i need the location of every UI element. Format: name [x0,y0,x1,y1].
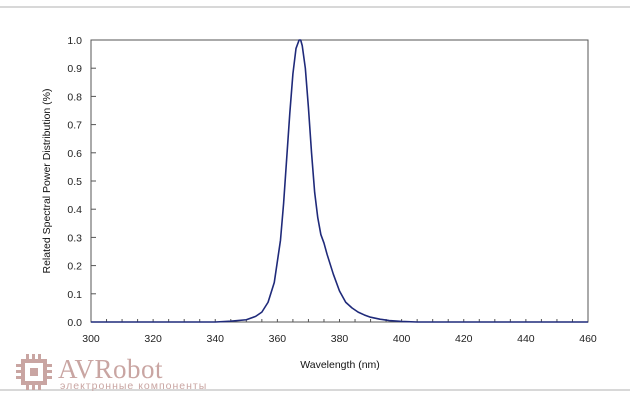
y-tick-label: 0.0 [67,317,82,329]
tick-labels-layer: 0.0 0.1 0.2 0.3 0.4 0.5 0.6 0.7 0.8 0.9 1.0 300 320 3… [67,35,597,345]
y-tick-label: 0.3 [67,232,82,244]
x-tick-label: 360 [269,333,287,345]
y-tick-label: 0.9 [67,63,82,75]
y-tick-label: 0.8 [67,91,82,103]
chip-icon [16,354,52,390]
series-line [91,39,588,323]
x-tick-label: 440 [517,333,535,345]
ticks-layer [90,39,589,323]
x-tick-label: 380 [331,333,349,345]
x-tick-label: 300 [82,333,100,345]
x-tick-label: 320 [144,333,162,345]
watermark-tagline: электронные компоненты [60,380,208,392]
x-tick-label: 460 [579,333,597,345]
x-axis-title: Wavelength (nm) [300,359,380,371]
x-tick-label: 340 [206,333,224,345]
y-tick-label: 1.0 [67,35,82,47]
x-tick-label: 400 [393,333,411,345]
y-tick-label: 0.5 [67,176,82,188]
x-tick-label: 420 [455,333,473,345]
y-tick-label: 0.2 [67,261,82,273]
watermark-brand: AVRobot [58,354,164,384]
y-tick-label: 0.7 [67,120,82,132]
y-tick-label: 0.4 [67,204,82,216]
y-tick-label: 0.6 [67,148,82,160]
plot-area [90,39,589,323]
y-axis-title: Related Spectral Power Distribution (%) [41,89,53,274]
watermark-logo: AVRobot электронные компоненты [14,352,224,396]
y-tick-label: 0.1 [67,289,82,301]
